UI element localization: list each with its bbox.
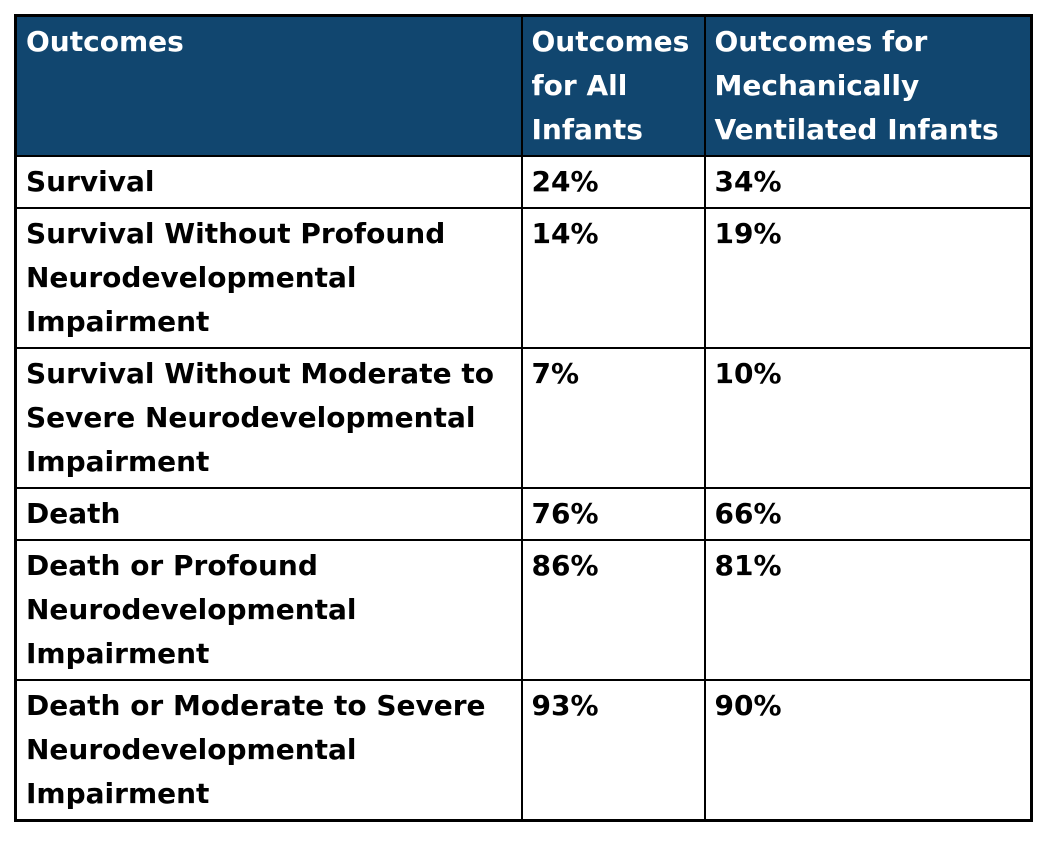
ventilated-infants-cell: 34%	[703, 155, 1033, 209]
outcome-cell: Death	[14, 487, 523, 541]
all-infants-cell: 14%	[520, 207, 706, 349]
all-infants-column-header: Outcomes for All Infants	[520, 14, 706, 157]
outcome-cell: Death or Moderate to Severe Neurodevelop…	[14, 679, 523, 822]
table-header: Outcomes Outcomes for All Infants Outcom…	[14, 14, 1033, 157]
ventilated-infants-cell: 19%	[703, 207, 1033, 349]
all-infants-cell: 93%	[520, 679, 706, 822]
ventilated-infants-cell: 66%	[703, 487, 1033, 541]
table-row: Death 76% 66%	[14, 487, 1033, 541]
table-row: Death or Profound Neurodevelopmental Imp…	[14, 539, 1033, 681]
table-row: Survival 24% 34%	[14, 155, 1033, 209]
outcome-cell: Survival Without Moderate to Severe Neur…	[14, 347, 523, 489]
ventilated-infants-cell: 90%	[703, 679, 1033, 822]
outcome-cell: Survival	[14, 155, 523, 209]
ventilated-infants-cell: 81%	[703, 539, 1033, 681]
ventilated-infants-column-header: Outcomes for Mechanically Ventilated Inf…	[703, 14, 1033, 157]
outcome-cell: Death or Profound Neurodevelopmental Imp…	[14, 539, 523, 681]
all-infants-cell: 86%	[520, 539, 706, 681]
ventilated-infants-cell: 10%	[703, 347, 1033, 489]
table-row: Death or Moderate to Severe Neurodevelop…	[14, 679, 1033, 822]
table-row: Survival Without Moderate to Severe Neur…	[14, 347, 1033, 489]
all-infants-cell: 7%	[520, 347, 706, 489]
all-infants-cell: 76%	[520, 487, 706, 541]
header-row: Outcomes Outcomes for All Infants Outcom…	[14, 14, 1033, 157]
table-row: Survival Without Profound Neurodevelopme…	[14, 207, 1033, 349]
table-body: Survival 24% 34% Survival Without Profou…	[14, 155, 1033, 822]
outcomes-column-header: Outcomes	[14, 14, 523, 157]
outcome-cell: Survival Without Profound Neurodevelopme…	[14, 207, 523, 349]
all-infants-cell: 24%	[520, 155, 706, 209]
outcomes-table: Outcomes Outcomes for All Infants Outcom…	[14, 14, 1033, 822]
